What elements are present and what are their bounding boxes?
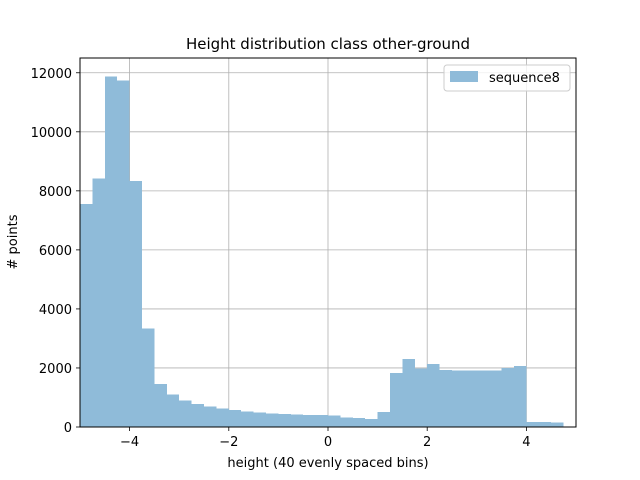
histogram-bar <box>452 370 465 427</box>
legend: sequence8 <box>443 64 571 92</box>
histogram-bar <box>402 359 415 427</box>
histogram-bar <box>551 422 564 427</box>
x-axis-ticks: −4 −2 0 2 4 <box>120 427 531 450</box>
histogram-bar <box>104 76 118 427</box>
histogram-bar <box>290 414 304 427</box>
histogram-bar <box>476 370 490 427</box>
histogram-bar <box>501 367 514 427</box>
histogram-bar <box>80 204 93 427</box>
histogram-bar <box>228 410 242 427</box>
y-tick-label: 12000 <box>31 67 72 82</box>
chart-title: Height distribution class other-ground <box>186 35 470 53</box>
histogram-bar <box>526 421 539 427</box>
x-axis-label: height (40 evenly spaced bins) <box>227 456 428 471</box>
histogram-bar <box>166 394 180 427</box>
histogram-bar <box>216 408 229 427</box>
y-tick-label: 4000 <box>39 303 72 318</box>
histogram-bar <box>439 370 452 427</box>
histogram-bar <box>340 417 353 427</box>
y-tick-label: 2000 <box>39 362 72 377</box>
x-tick-label: 2 <box>423 435 431 450</box>
histogram-bar <box>352 418 366 427</box>
histogram-bar <box>241 411 254 427</box>
histogram-bar <box>179 400 192 427</box>
histogram-bar <box>129 181 142 427</box>
histogram-bar <box>328 415 341 427</box>
histogram-bar <box>390 372 403 427</box>
x-tick-label: −2 <box>219 435 238 450</box>
histogram-bar <box>266 413 279 427</box>
histogram-bar <box>489 370 502 427</box>
histogram-bar <box>154 384 167 427</box>
histogram-bar <box>278 414 291 427</box>
histogram-bar <box>142 328 155 427</box>
histogram-bar <box>204 406 217 427</box>
histogram-bar <box>464 370 477 427</box>
y-tick-label: 10000 <box>31 126 72 141</box>
histogram-bar <box>191 403 204 427</box>
legend-label: sequence8 <box>489 71 560 86</box>
histogram-bar <box>538 421 552 427</box>
histogram-bar <box>117 80 130 427</box>
histogram-bar <box>414 368 428 427</box>
histogram-bar <box>365 419 378 427</box>
y-tick-label: 6000 <box>39 244 72 259</box>
histogram-bar <box>315 415 328 427</box>
histogram-bars <box>80 76 564 427</box>
y-axis-ticks: 0 2000 4000 6000 8000 10000 12000 <box>31 67 80 436</box>
histogram-bar <box>303 415 316 427</box>
y-tick-label: 0 <box>64 421 72 436</box>
legend-swatch <box>450 71 478 82</box>
histogram-bar <box>427 364 440 427</box>
histogram-bar <box>377 411 390 427</box>
x-tick-label: −4 <box>120 435 139 450</box>
y-tick-label: 8000 <box>39 185 72 200</box>
x-tick-label: 0 <box>324 435 332 450</box>
x-tick-label: 4 <box>522 435 530 450</box>
histogram-bar <box>92 178 105 427</box>
y-axis-label: # points <box>6 214 21 269</box>
histogram-bar <box>253 412 266 427</box>
histogram-bar <box>514 366 527 427</box>
